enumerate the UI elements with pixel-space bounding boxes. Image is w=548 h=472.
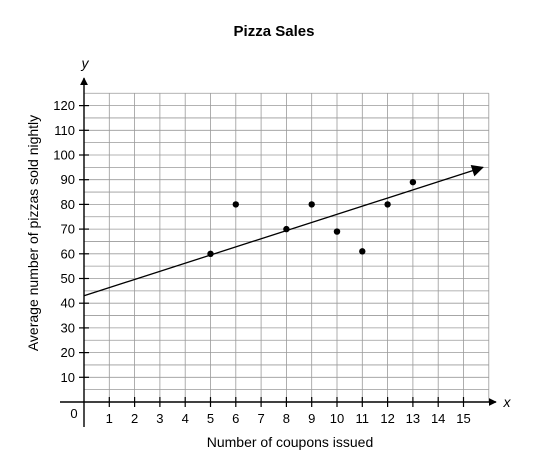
origin-label: 0 bbox=[70, 406, 77, 421]
data-point bbox=[384, 201, 391, 208]
x-tick-label: 10 bbox=[330, 411, 344, 426]
x-tick-label: 13 bbox=[406, 411, 420, 426]
x-tick-label: 5 bbox=[207, 411, 214, 426]
y-axis-variable: y bbox=[81, 55, 90, 71]
x-tick-label: 7 bbox=[257, 411, 264, 426]
x-tick-label: 4 bbox=[182, 411, 189, 426]
trend-line bbox=[83, 164, 484, 297]
y-tick-label: 120 bbox=[53, 98, 75, 113]
data-point bbox=[333, 228, 341, 235]
x-axis-label: Number of coupons issued bbox=[207, 434, 374, 450]
x-tick-label: 12 bbox=[380, 411, 394, 426]
x-tick-label: 2 bbox=[131, 411, 138, 426]
y-tick-label: 60 bbox=[61, 246, 75, 261]
x-tick-label: 14 bbox=[431, 411, 445, 426]
x-tick-label: 11 bbox=[356, 411, 370, 426]
x-axis-variable: x bbox=[503, 394, 512, 410]
x-tick-label: 9 bbox=[308, 411, 315, 426]
trend-line-group bbox=[83, 164, 484, 297]
y-tick-label: 100 bbox=[53, 148, 75, 163]
x-tick-label: 6 bbox=[232, 411, 239, 426]
data-point bbox=[359, 248, 366, 255]
data-point bbox=[308, 201, 315, 208]
y-tick-label: 70 bbox=[61, 222, 75, 237]
x-tick-label: 3 bbox=[156, 411, 163, 426]
x-tick-label: 1 bbox=[106, 411, 113, 426]
data-point bbox=[283, 225, 290, 233]
x-tick-label: 15 bbox=[456, 411, 470, 426]
y-axis-label: Average number of pizzas sold nightly bbox=[25, 115, 41, 351]
data-points bbox=[207, 178, 417, 257]
y-tick-label: 80 bbox=[61, 197, 75, 212]
axes bbox=[60, 77, 497, 427]
y-tick-label: 20 bbox=[61, 345, 75, 360]
y-tick-label: 30 bbox=[61, 320, 75, 335]
y-tick-label: 90 bbox=[61, 172, 75, 187]
grid bbox=[84, 92, 490, 402]
data-point bbox=[409, 178, 417, 186]
chart-title: Pizza Sales bbox=[234, 23, 315, 40]
tick-labels: 1 2 3 4 5 6 7 8 9 10 11 12 13 14 151020304050607080901… bbox=[53, 98, 470, 426]
data-point bbox=[207, 250, 214, 257]
y-tick-label: 40 bbox=[61, 296, 75, 311]
y-tick-label: 110 bbox=[54, 123, 75, 138]
y-tick-label: 50 bbox=[61, 271, 75, 286]
y-tick-label: 10 bbox=[61, 370, 75, 385]
x-tick-label: 8 bbox=[283, 411, 290, 426]
data-point bbox=[232, 201, 239, 208]
